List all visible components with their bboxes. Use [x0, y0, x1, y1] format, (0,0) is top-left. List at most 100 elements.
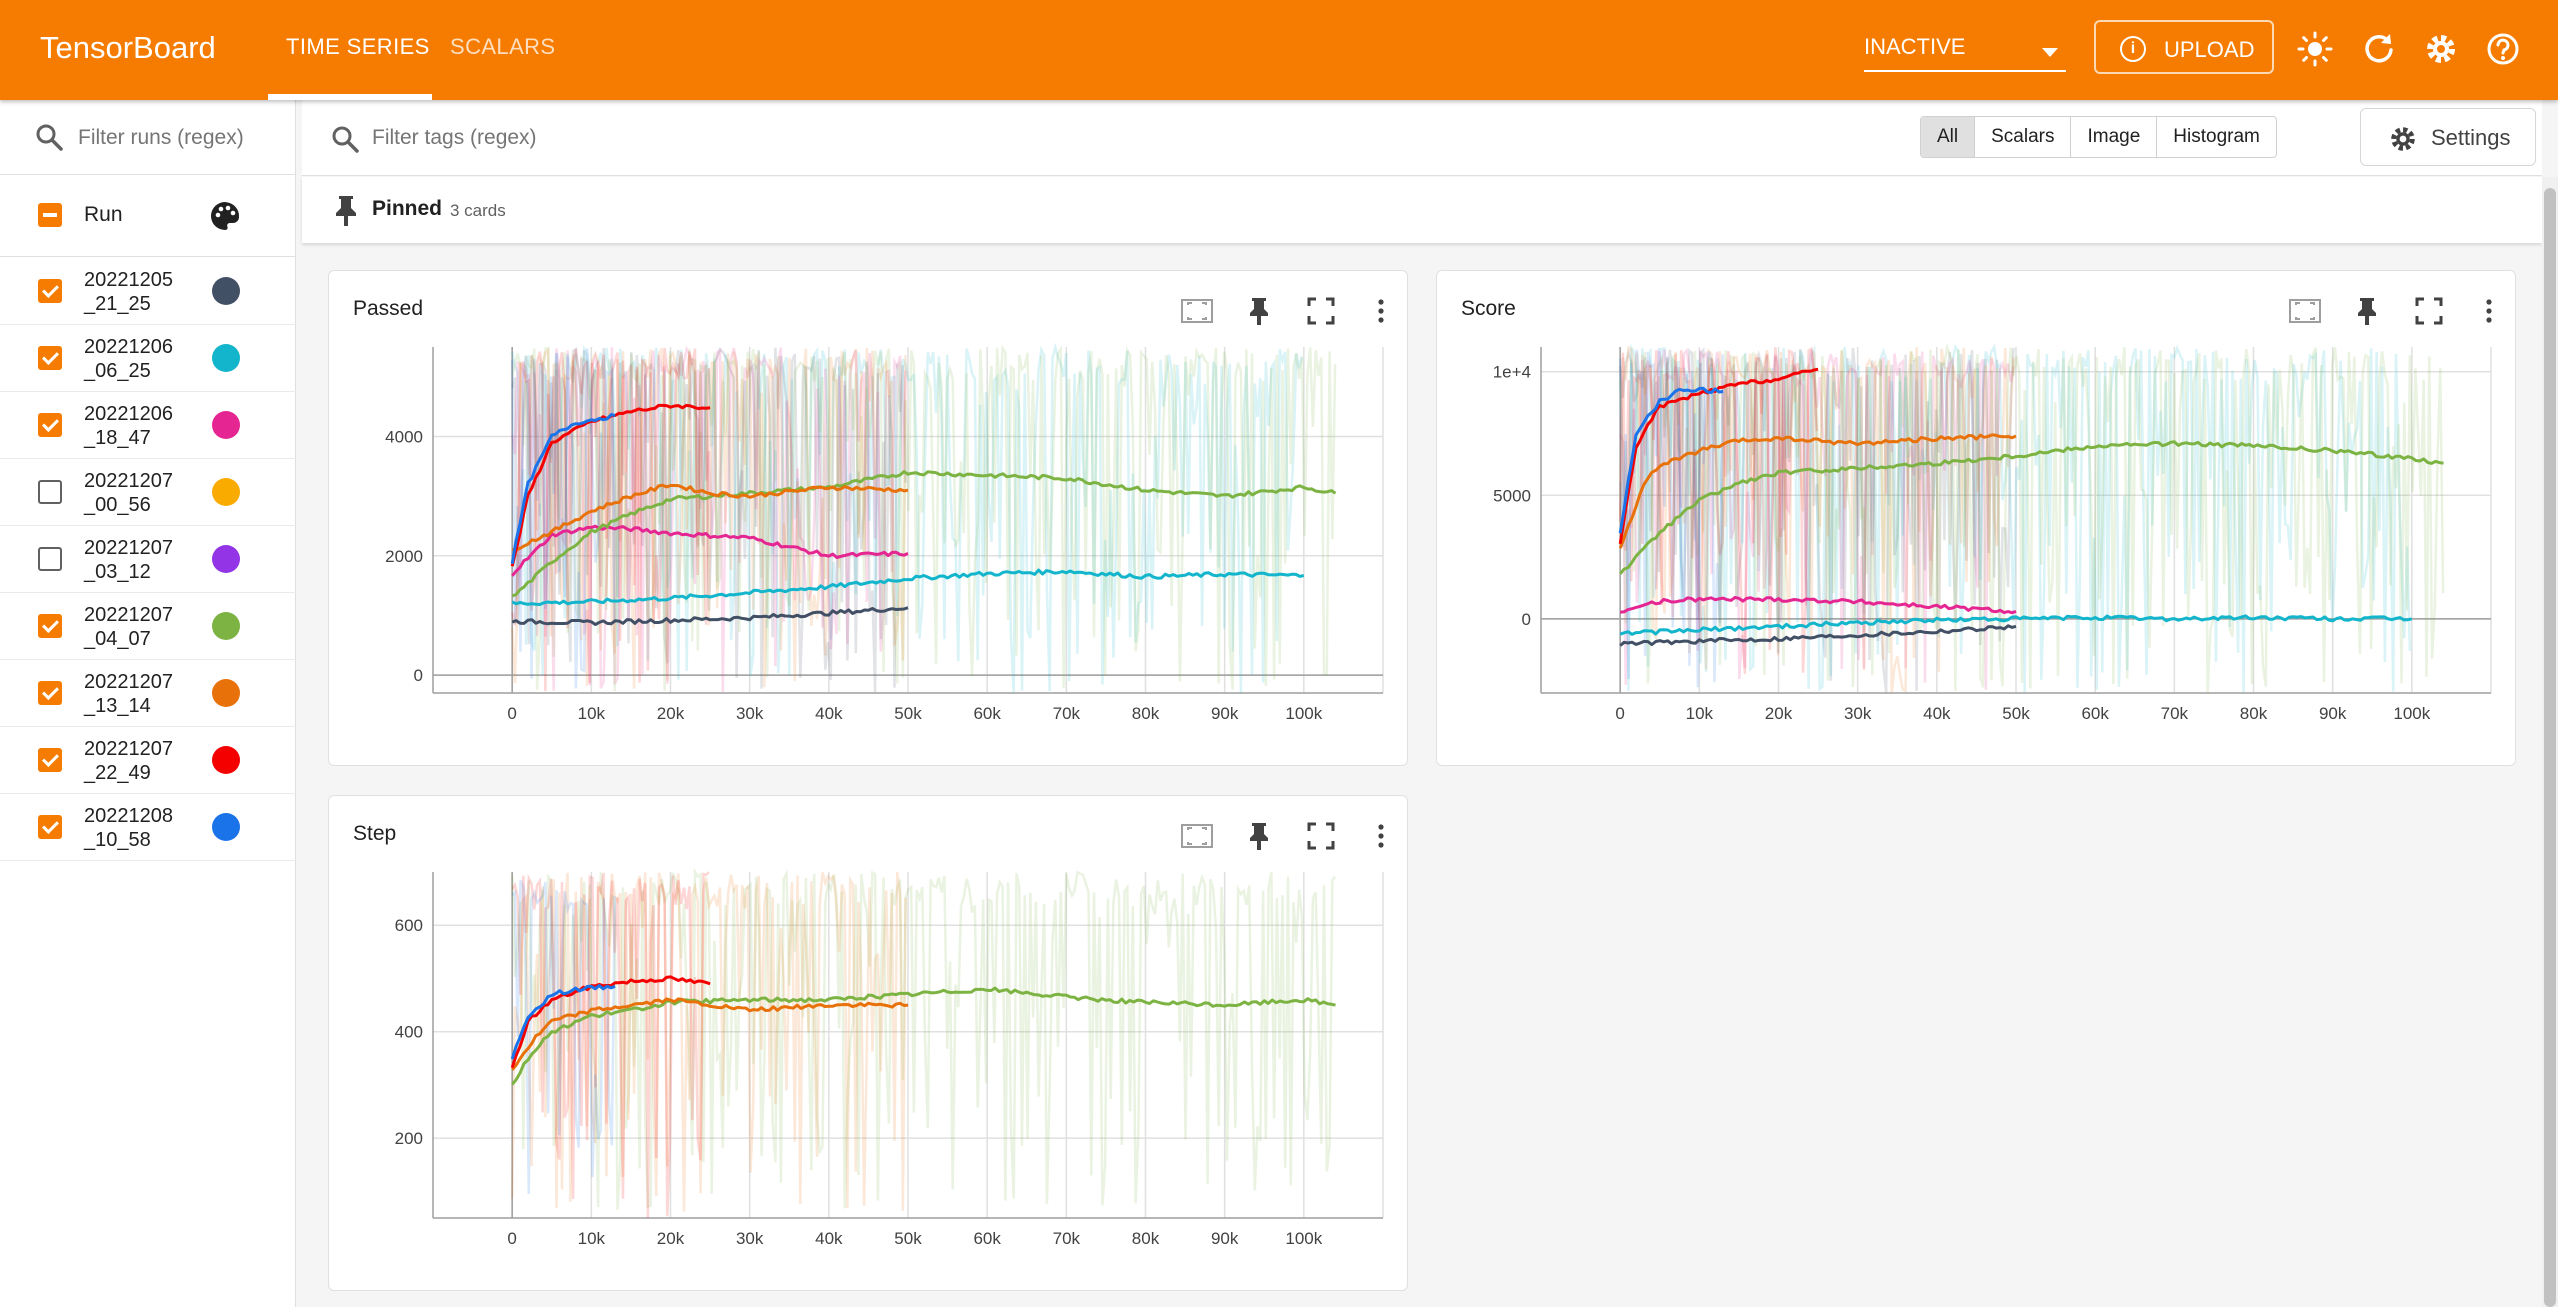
select-all-runs-checkbox[interactable]	[38, 203, 62, 227]
run-checkbox[interactable]	[38, 614, 62, 638]
x-tick-label: 40k	[1923, 704, 1951, 723]
run-name: 20221206 _18_47	[84, 402, 194, 450]
run-color-swatch[interactable]	[212, 545, 240, 573]
pinned-section-header: Pinned 3 cards	[302, 177, 2542, 243]
x-tick-label: 60k	[973, 704, 1001, 723]
line-chart[interactable]: 0 2000 4000 0 10k 20k 30k 40k 50k 60k 70k 80k 90k 100…	[329, 271, 1409, 767]
run-name: 20221207 _13_14	[84, 670, 194, 718]
raw-series-line	[1618, 343, 2412, 693]
tab-time-series[interactable]: TIME SERIES	[286, 34, 430, 59]
brand-title: TensorBoard	[40, 30, 216, 65]
pinned-count: 3 cards	[450, 201, 506, 220]
run-color-swatch[interactable]	[212, 411, 240, 439]
series-line-20221205_21_25	[511, 606, 909, 626]
fullscreen-icon[interactable]	[1303, 818, 1339, 854]
run-color-swatch[interactable]	[212, 344, 240, 372]
x-tick-label: 10k	[1686, 704, 1714, 723]
type-histogram-button[interactable]: Histogram	[2156, 117, 2276, 157]
run-color-swatch[interactable]	[212, 679, 240, 707]
run-name-line-2: _13_14	[84, 695, 151, 717]
type-image-button[interactable]: Image	[2070, 117, 2156, 157]
run-color-swatch[interactable]	[212, 746, 240, 774]
raw-series-line	[510, 871, 907, 1212]
x-tick-label: 30k	[1844, 704, 1872, 723]
x-tick-label: 80k	[2240, 704, 2268, 723]
run-row: 20221207 _13_14	[0, 660, 296, 727]
series-line-20221207_04_07	[511, 986, 1336, 1086]
run-color-swatch[interactable]	[212, 277, 240, 305]
raw-series-line	[1618, 346, 1819, 674]
refresh-icon[interactable]	[2360, 30, 2398, 68]
x-tick-label: 90k	[2319, 704, 2347, 723]
plugin-select[interactable]: INACTIVE	[1864, 28, 2066, 72]
run-name-line-2: _04_07	[84, 628, 151, 650]
run-checkbox[interactable]	[38, 547, 62, 571]
x-tick-label: 50k	[894, 1229, 922, 1248]
fit-domain-icon[interactable]	[1179, 818, 1215, 854]
x-tick-label: 70k	[1053, 704, 1081, 723]
raw-series-line	[1618, 347, 2015, 693]
run-checkbox[interactable]	[38, 815, 62, 839]
x-tick-label: 50k	[2002, 704, 2030, 723]
run-color-swatch[interactable]	[212, 813, 240, 841]
run-name-line-1: 20221205	[84, 269, 173, 291]
x-tick-label: 90k	[1211, 704, 1239, 723]
type-scalars-button[interactable]: Scalars	[1974, 117, 2070, 157]
upload-button[interactable]: i UPLOAD	[2094, 20, 2274, 74]
help-icon[interactable]	[2484, 30, 2522, 68]
dropdown-arrow-icon	[2042, 48, 2058, 57]
x-tick-label: 0	[507, 1229, 516, 1248]
x-tick-label: 0	[1615, 704, 1624, 723]
run-checkbox[interactable]	[38, 480, 62, 504]
fullscreen-icon[interactable]	[2411, 293, 2447, 329]
tag-filter-toolbar: Filter tags (regex) All Scalars Image Hi…	[302, 100, 2542, 176]
run-checkbox[interactable]	[38, 681, 62, 705]
runs-filter-field[interactable]: Filter runs (regex)	[0, 100, 296, 175]
run-column-label: Run	[84, 203, 123, 226]
run-row: 20221207 _22_49	[0, 727, 296, 794]
settings-gear-icon[interactable]	[2422, 30, 2460, 68]
brightness-icon[interactable]	[2296, 30, 2334, 68]
line-chart[interactable]: 200 400 600 0 10k 20k 30k 40k 50k 60k 70k 80k 90k 100…	[329, 796, 1409, 1292]
series-line-20221207_22_49	[510, 975, 711, 1069]
line-chart[interactable]: 0 5000 1e+4 0 10k 20k 30k 40k 50k 60k 70k 80k 90k 100…	[1437, 271, 2517, 767]
series-line-20221207_22_49	[1618, 367, 1819, 545]
x-tick-label: 100k	[1285, 704, 1322, 723]
pin-card-icon[interactable]	[1241, 818, 1277, 854]
pin-card-icon[interactable]	[2349, 293, 2385, 329]
fit-domain-icon[interactable]	[2287, 293, 2323, 329]
tab-scalars[interactable]: SCALARS	[450, 34, 556, 59]
scrollbar-thumb[interactable]	[2544, 188, 2556, 1307]
run-name-line-2: _06_25	[84, 360, 151, 382]
more-options-icon[interactable]	[1363, 818, 1399, 854]
y-tick-label: 2000	[385, 547, 423, 566]
run-checkbox[interactable]	[38, 279, 62, 303]
y-tick-label: 400	[395, 1023, 423, 1042]
raw-series-line	[1619, 347, 2015, 690]
run-checkbox[interactable]	[38, 748, 62, 772]
raw-series-line	[511, 871, 710, 1218]
run-checkbox[interactable]	[38, 413, 62, 437]
y-tick-label: 600	[395, 916, 423, 935]
run-checkbox[interactable]	[38, 346, 62, 370]
fit-domain-icon[interactable]	[1179, 293, 1215, 329]
palette-icon[interactable]	[208, 199, 242, 233]
run-color-swatch[interactable]	[212, 478, 240, 506]
pin-card-icon[interactable]	[1241, 293, 1277, 329]
run-color-swatch[interactable]	[212, 612, 240, 640]
x-tick-label: 40k	[815, 1229, 843, 1248]
series-line-20221207_13_14	[511, 997, 909, 1071]
tag-filter-input[interactable]: Filter tags (regex)	[372, 126, 537, 149]
plugin-type-selector: All Scalars Image Histogram	[1920, 116, 2277, 158]
more-options-icon[interactable]	[1363, 293, 1399, 329]
run-name: 20221208 _10_58	[84, 804, 194, 852]
x-tick-label: 60k	[2081, 704, 2109, 723]
card-title: Passed	[353, 297, 424, 320]
raw-series-line	[1618, 345, 2015, 694]
more-options-icon[interactable]	[2471, 293, 2507, 329]
raw-series-line	[510, 344, 1337, 692]
settings-button[interactable]: Settings	[2360, 108, 2536, 166]
raw-series-line	[510, 347, 711, 692]
type-all-button[interactable]: All	[1921, 117, 1975, 157]
fullscreen-icon[interactable]	[1303, 293, 1339, 329]
